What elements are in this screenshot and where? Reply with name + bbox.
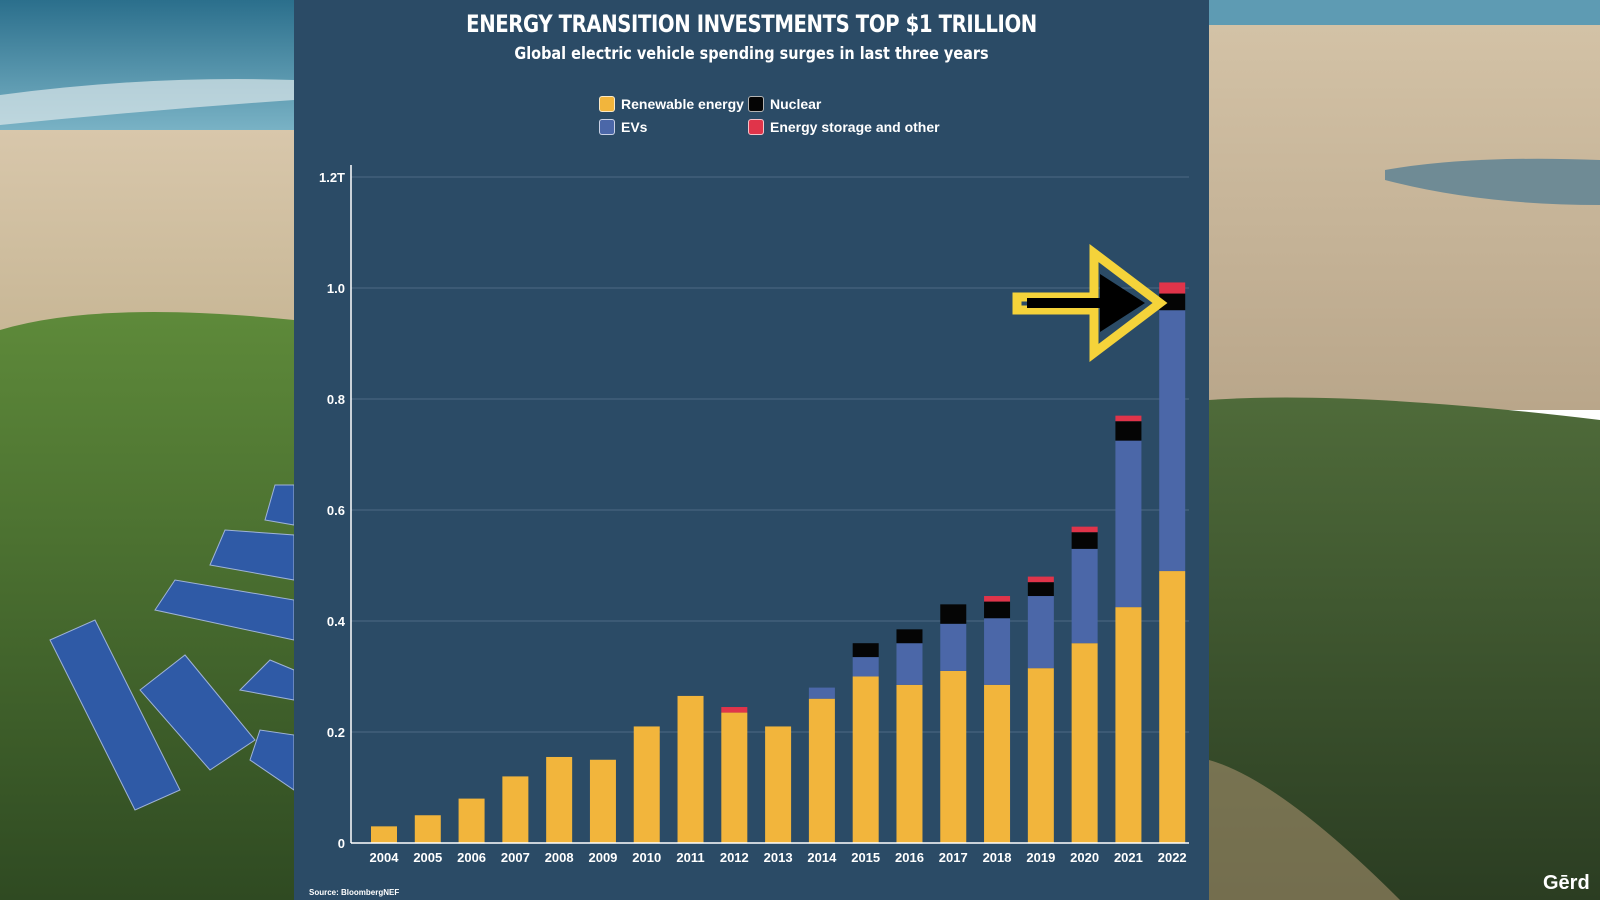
bar-segment-renewable-2017: [940, 670, 967, 843]
bar-segment-nuclear-2022: [1159, 293, 1186, 311]
x-tick-label: 2013: [764, 850, 793, 865]
legend-swatch-storage: [748, 119, 764, 135]
legend-item-evs: EVs: [599, 119, 647, 135]
bar-segment-renewable-2022: [1159, 571, 1186, 843]
bar-segment-evs-2019: [1027, 596, 1054, 669]
x-tick-label: 2010: [632, 850, 661, 865]
bar-segment-nuclear-2021: [1115, 421, 1142, 441]
legend-item-nuclear: Nuclear: [748, 96, 821, 112]
chart-subtitle: Global electric vehicle spending surges …: [514, 44, 989, 64]
x-tick-label: 2015: [851, 850, 880, 865]
bar-segment-evs-2022: [1159, 310, 1186, 572]
x-tick-label: 2004: [370, 850, 400, 865]
bar-segment-renewable-2015: [852, 676, 879, 843]
legend-label: Energy storage and other: [770, 119, 940, 135]
y-tick-label: 0.4: [327, 614, 346, 629]
bar-segment-renewable-2007: [502, 776, 529, 843]
legend-label: Renewable energy: [621, 96, 744, 112]
legend-swatch-nuclear: [748, 96, 764, 112]
bar-segment-nuclear-2017: [940, 604, 967, 624]
x-tick-label: 2007: [501, 850, 530, 865]
brand-logo: Gērd: [1543, 872, 1590, 894]
bar-segment-storage-2021: [1115, 415, 1142, 422]
axes: 0 0.2 0.4 0.6 0.8 1.0 1.2T 2004 2005 2006 2007 2008…: [319, 165, 1189, 865]
x-tick-label: 2012: [720, 850, 749, 865]
bar-segment-evs-2020: [1071, 548, 1098, 644]
legend-item-renewable: Renewable energy: [599, 96, 744, 112]
x-tick-label: 2021: [1114, 850, 1143, 865]
bar-segment-nuclear-2016: [896, 629, 923, 644]
x-tick-label: 2008: [545, 850, 574, 865]
x-tick-label: 2006: [457, 850, 486, 865]
bar-segment-nuclear-2018: [984, 601, 1011, 619]
x-tick-label: 2019: [1026, 850, 1055, 865]
bar-segment-evs-2014: [808, 687, 835, 699]
bar-segment-renewable-2013: [765, 726, 792, 843]
legend-item-storage: Energy storage and other: [748, 119, 940, 135]
source-note: Source: BloombergNEF: [309, 888, 400, 897]
bar-segment-evs-2015: [852, 657, 879, 677]
legend-label: Nuclear: [770, 96, 822, 112]
x-tick-label: 2016: [895, 850, 924, 865]
bar-segment-renewable-2019: [1027, 668, 1054, 843]
x-tick-label: 2014: [807, 850, 837, 865]
chart-panel: 0 0.2 0.4 0.6 0.8 1.0 1.2T 2004 2005 2006 2007 2008…: [294, 0, 1209, 900]
bar-segment-nuclear-2019: [1027, 582, 1054, 597]
bar-segment-storage-2020: [1071, 526, 1098, 533]
x-tick-label: 2011: [676, 850, 704, 865]
x-tick-label: 2017: [939, 850, 968, 865]
bar-segment-renewable-2012: [721, 712, 748, 843]
y-tick-label: 0.8: [327, 392, 345, 407]
x-tick-label: 2018: [983, 850, 1012, 865]
bar-segment-renewable-2016: [896, 684, 923, 843]
y-tick-label: 0: [338, 836, 345, 851]
bar-segment-renewable-2020: [1071, 643, 1098, 843]
y-tick-label: 0.6: [327, 503, 345, 518]
legend-label: EVs: [621, 119, 648, 135]
y-tick-label: 1.2T: [319, 170, 345, 185]
bar-segment-renewable-2005: [414, 815, 441, 843]
bar-segment-storage-2012: [721, 707, 748, 713]
legend-swatch-renewable: [599, 96, 615, 112]
bar-segment-evs-2016: [896, 643, 923, 685]
bars: [371, 282, 1186, 843]
y-tick-label: 0.2: [327, 725, 345, 740]
bar-segment-renewable-2010: [633, 726, 660, 843]
bar-segment-evs-2017: [940, 623, 967, 671]
bar-segment-renewable-2021: [1115, 607, 1142, 843]
callout-arrow-icon: [1012, 243, 1168, 363]
legend-swatch-evs: [599, 119, 615, 135]
grid: [351, 176, 1189, 733]
bar-segment-storage-2018: [984, 596, 1011, 602]
y-tick-label: 1.0: [327, 281, 345, 296]
chart-title: ENERGY TRANSITION INVESTMENTS TOP $1 TRI…: [466, 10, 1037, 38]
bar-segment-renewable-2009: [589, 759, 616, 843]
bar-segment-renewable-2018: [984, 684, 1011, 843]
bar-segment-renewable-2011: [677, 695, 704, 843]
bar-segment-evs-2018: [984, 618, 1011, 685]
x-tick-label: 2022: [1158, 850, 1187, 865]
bar-segment-storage-2022: [1159, 282, 1186, 294]
x-tick-label: 2005: [413, 850, 442, 865]
bar-segment-renewable-2006: [458, 798, 485, 843]
bar-segment-evs-2021: [1115, 440, 1142, 608]
bar-segment-renewable-2004: [371, 826, 397, 843]
bar-segment-storage-2019: [1027, 576, 1054, 583]
chart: 0 0.2 0.4 0.6 0.8 1.0 1.2T 2004 2005 2006 2007 2008…: [319, 165, 1189, 865]
bar-segment-renewable-2014: [808, 698, 835, 843]
bar-segment-nuclear-2020: [1071, 532, 1098, 549]
bar-segment-renewable-2008: [546, 756, 573, 843]
bar-segment-nuclear-2015: [852, 643, 879, 658]
x-tick-label: 2009: [588, 850, 617, 865]
x-tick-label: 2020: [1070, 850, 1099, 865]
